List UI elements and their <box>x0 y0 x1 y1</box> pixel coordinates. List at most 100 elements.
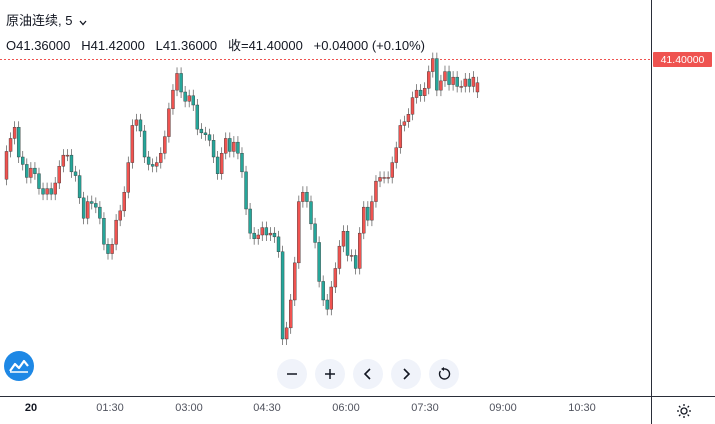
candle-body <box>199 128 204 134</box>
zoom-in-button[interactable] <box>315 359 345 389</box>
candle-body <box>325 299 329 310</box>
candle-body <box>21 156 25 165</box>
candle-body <box>414 89 419 98</box>
candle-body <box>179 73 183 93</box>
time-tick: 03:00 <box>175 402 203 414</box>
candle-body <box>126 162 131 193</box>
candle-body <box>321 281 325 301</box>
candle-body <box>358 232 362 269</box>
candle-body <box>337 245 342 269</box>
candle-body <box>386 177 390 179</box>
candle-body <box>191 95 195 106</box>
close-value: 41.40000 <box>248 38 303 53</box>
candle-body <box>236 141 240 154</box>
candle-body <box>29 167 33 178</box>
candle-body <box>215 156 220 174</box>
candle-body <box>394 147 398 163</box>
candlestick-chart[interactable] <box>0 0 651 396</box>
candle-body <box>398 125 403 148</box>
chart-settings-button[interactable] <box>651 396 715 424</box>
candle-body <box>49 188 53 195</box>
candle-body <box>268 232 273 236</box>
candle-body <box>451 76 455 85</box>
candle-body <box>366 206 370 221</box>
candle-body <box>297 201 301 264</box>
candle-body <box>118 210 122 221</box>
candle-body <box>175 73 179 91</box>
close-label: 收= <box>227 38 249 53</box>
candle-body <box>439 80 443 91</box>
candle-body <box>406 114 411 122</box>
tradingview-logo-icon[interactable] <box>4 351 34 381</box>
candle-body <box>475 82 480 93</box>
candle-body <box>203 132 208 135</box>
change-value: +0.04000 (+0.10%) <box>313 38 425 53</box>
time-tick: 01:30 <box>96 402 124 414</box>
candle-body <box>293 262 297 301</box>
candle-body <box>382 177 386 179</box>
candle-body <box>378 177 382 182</box>
candle-body <box>41 188 45 195</box>
candle-body <box>81 197 86 219</box>
candle-body <box>390 162 394 178</box>
candle-body <box>183 91 187 102</box>
candle-body <box>8 138 13 152</box>
candle-body <box>94 203 98 208</box>
candle-body <box>252 232 256 239</box>
candle-body <box>85 201 90 219</box>
candle-body <box>69 154 74 173</box>
candle-body <box>61 154 66 167</box>
gear-icon <box>677 403 691 418</box>
chevron-down-icon[interactable] <box>79 14 87 29</box>
candle-body <box>65 154 70 157</box>
candle-body <box>362 206 366 234</box>
plus-icon <box>325 369 335 379</box>
time-tick: 07:30 <box>411 402 439 414</box>
candle-body <box>134 119 139 126</box>
candle-body <box>244 171 248 210</box>
candle-body <box>329 286 333 310</box>
candle-body <box>53 182 57 195</box>
candle-body <box>422 88 427 96</box>
candle-body <box>410 97 415 115</box>
open-label: O <box>6 38 17 53</box>
candle-body <box>345 231 350 256</box>
candle-body <box>301 192 305 202</box>
candle-body <box>150 164 155 167</box>
candle-body <box>260 227 264 236</box>
candle-body <box>240 153 244 173</box>
candle-body <box>370 201 374 221</box>
candle-body <box>264 227 269 236</box>
time-axis[interactable] <box>0 396 651 424</box>
scroll-right-button[interactable] <box>391 359 421 389</box>
candle-body <box>447 71 451 85</box>
candle-body <box>289 299 293 329</box>
candle-body <box>353 255 358 269</box>
zoom-out-button[interactable] <box>277 359 307 389</box>
candle-body <box>4 151 9 180</box>
candle-body <box>146 156 151 165</box>
symbol-legend: 原油连续, 5 <box>6 10 87 29</box>
reset-chart-button[interactable] <box>429 359 459 389</box>
symbol-name[interactable]: 原油连续, 5 <box>6 13 73 28</box>
high-label: H <box>81 38 91 53</box>
candle-body <box>313 223 317 243</box>
candle-body <box>280 251 285 340</box>
candle-body <box>341 231 346 247</box>
scroll-left-button[interactable] <box>353 359 383 389</box>
candle-body <box>33 167 37 174</box>
candle-body <box>195 104 200 130</box>
open-value: 41.36000 <box>16 38 71 53</box>
candle-body <box>122 192 126 212</box>
time-tick: 20 <box>24 402 38 414</box>
low-value: 41.36000 <box>162 38 218 53</box>
candle-body <box>163 136 167 154</box>
high-value: 41.42000 <box>90 38 145 53</box>
candle-body <box>455 76 459 87</box>
candle-body <box>463 78 467 87</box>
candle-body <box>219 153 224 174</box>
candle-body <box>16 127 21 158</box>
candle-body <box>114 219 118 245</box>
candle-body <box>402 121 407 126</box>
time-tick: 04:30 <box>253 402 281 414</box>
